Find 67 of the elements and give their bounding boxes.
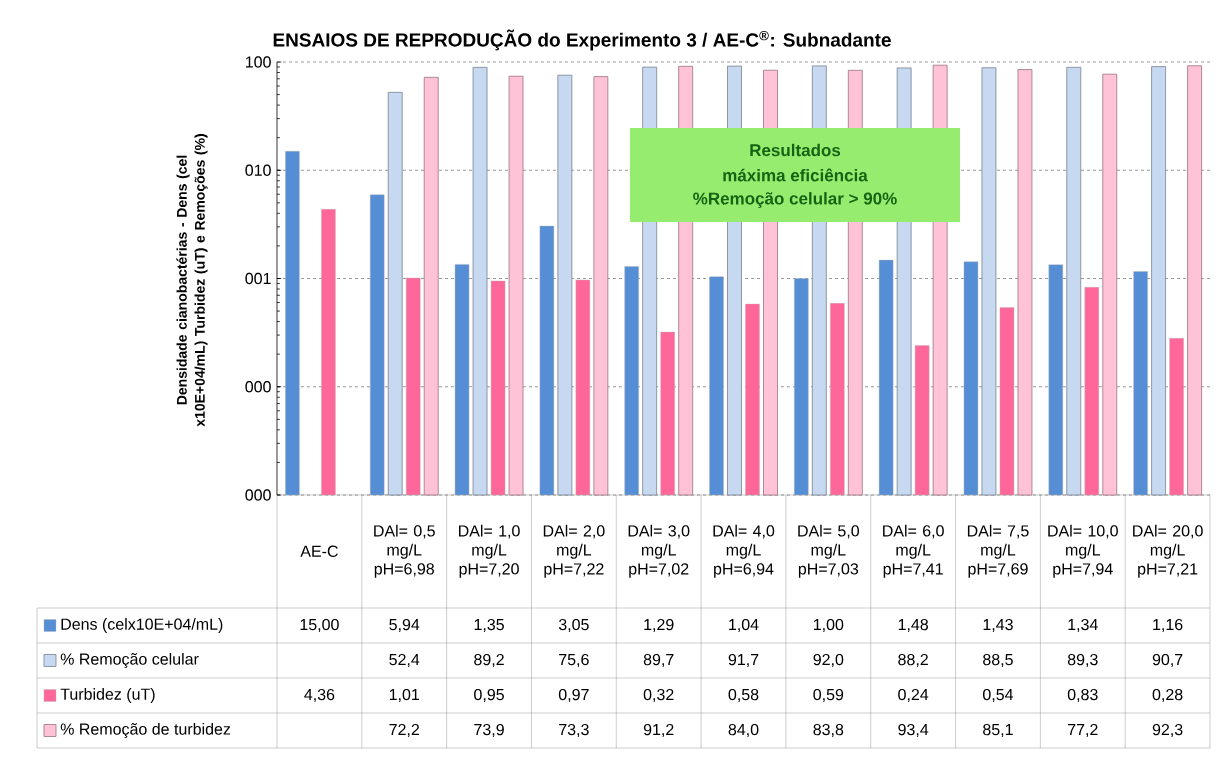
- x-tick-label: AE-C: [300, 545, 338, 557]
- data-label: 1,34: [1068, 618, 1098, 633]
- data-label: 1,00: [813, 618, 844, 633]
- data-label: 88,2: [898, 653, 928, 668]
- chart-title: ENSAIOS DE REPRODUÇÃO do Experimento 3 / AE-C$^{®}$: Subnadante: [273, 29, 891, 51]
- data-label: 15,00: [300, 618, 339, 633]
- data-label: 0,59: [813, 688, 844, 703]
- data-label: 3,05: [558, 618, 589, 633]
- y-tick-label: 000: [245, 489, 271, 501]
- data-label: 0,83: [1067, 688, 1098, 703]
- y-tick-label: 010: [245, 164, 271, 176]
- x-tick-label: DAl= 4,0 mg/L pH=6,94: [713, 524, 775, 578]
- x-tick-label: DAl= 10,0 mg/L pH=7,94: [1048, 524, 1118, 578]
- legend-label: Dens (celx10E+04/mL): [61, 618, 223, 633]
- y-tick-label: 100: [245, 56, 271, 68]
- annotation: %Remoção celular > 90%: [693, 192, 897, 208]
- data-label: 88,5: [983, 653, 1013, 668]
- data-label: 1,04: [729, 618, 759, 633]
- data-label: 1,16: [1153, 618, 1183, 633]
- data-label: 0,24: [898, 688, 929, 703]
- data-label: 0,97: [558, 688, 589, 703]
- data-label: 83,8: [813, 723, 844, 738]
- data-label: 89,3: [1067, 653, 1098, 668]
- data-label: 1,43: [983, 618, 1013, 633]
- data-label: 1,01: [389, 688, 420, 703]
- data-label: 89,7: [643, 653, 674, 668]
- data-label: 1,29: [644, 618, 674, 633]
- data-label: 1,35: [474, 618, 504, 633]
- data-label: 0,54: [983, 688, 1014, 703]
- data-label: 75,6: [559, 653, 589, 668]
- annotation: máxima eficiência: [723, 168, 868, 182]
- data-label: 90,7: [1152, 653, 1183, 668]
- data-label: 0,58: [728, 688, 759, 703]
- data-label: 91,7: [728, 653, 759, 668]
- legend-label: Turbidez (uT): [60, 688, 155, 703]
- annotation: Resultados: [750, 143, 841, 157]
- data-label: 89,2: [474, 653, 504, 668]
- data-label: 93,4: [898, 723, 929, 738]
- x-tick-label: DAl= 1,0 mg/L pH=7,20: [459, 524, 520, 578]
- x-tick-label: DAl= 5,0 mg/L pH=7,03: [798, 524, 860, 578]
- data-label: 52,4: [389, 653, 420, 668]
- data-label: 77,2: [1068, 723, 1098, 738]
- x-tick-label: DAl= 20,0 mg/L pH=7,21: [1133, 524, 1203, 578]
- y-axis-title: Densidade cianobactérias - Dens (cel x10E+04/mL) Turbidez (uT) e Remoções (%): [176, 134, 208, 427]
- data-label: 85,1: [983, 723, 1013, 738]
- data-label: 1,48: [898, 618, 929, 633]
- data-label: 0,95: [474, 688, 504, 703]
- data-label: 72,2: [389, 723, 419, 738]
- y-tick-label: 001: [245, 272, 271, 285]
- data-label: 73,9: [474, 723, 504, 738]
- legend-label: % Remoção de turbidez: [60, 723, 231, 738]
- x-tick-label: DAl= 3,0 mg/L pH=7,02: [628, 524, 690, 578]
- y-tick-label: 000: [245, 381, 271, 393]
- data-label: 5,94: [389, 618, 420, 633]
- data-label: 84,0: [728, 723, 759, 738]
- data-label: 91,2: [643, 723, 674, 738]
- data-label: 0,32: [643, 688, 674, 703]
- data-label: 92,3: [1152, 723, 1183, 738]
- data-label: 73,3: [559, 723, 589, 738]
- x-tick-label: DAl= 7,5 mg/L pH=7,69: [967, 524, 1029, 578]
- x-tick-label: DAl= 0,5 mg/L pH=6,98: [374, 524, 435, 578]
- data-label: 92,0: [813, 653, 844, 668]
- x-tick-label: DAl= 6,0 mg/L pH=7,41: [883, 524, 944, 578]
- data-label: 4,36: [304, 688, 335, 703]
- x-tick-label: DAl= 2,0 mg/L pH=7,22: [543, 524, 605, 578]
- legend-label: % Remoção celular: [60, 653, 199, 668]
- data-label: 0,28: [1152, 688, 1183, 703]
